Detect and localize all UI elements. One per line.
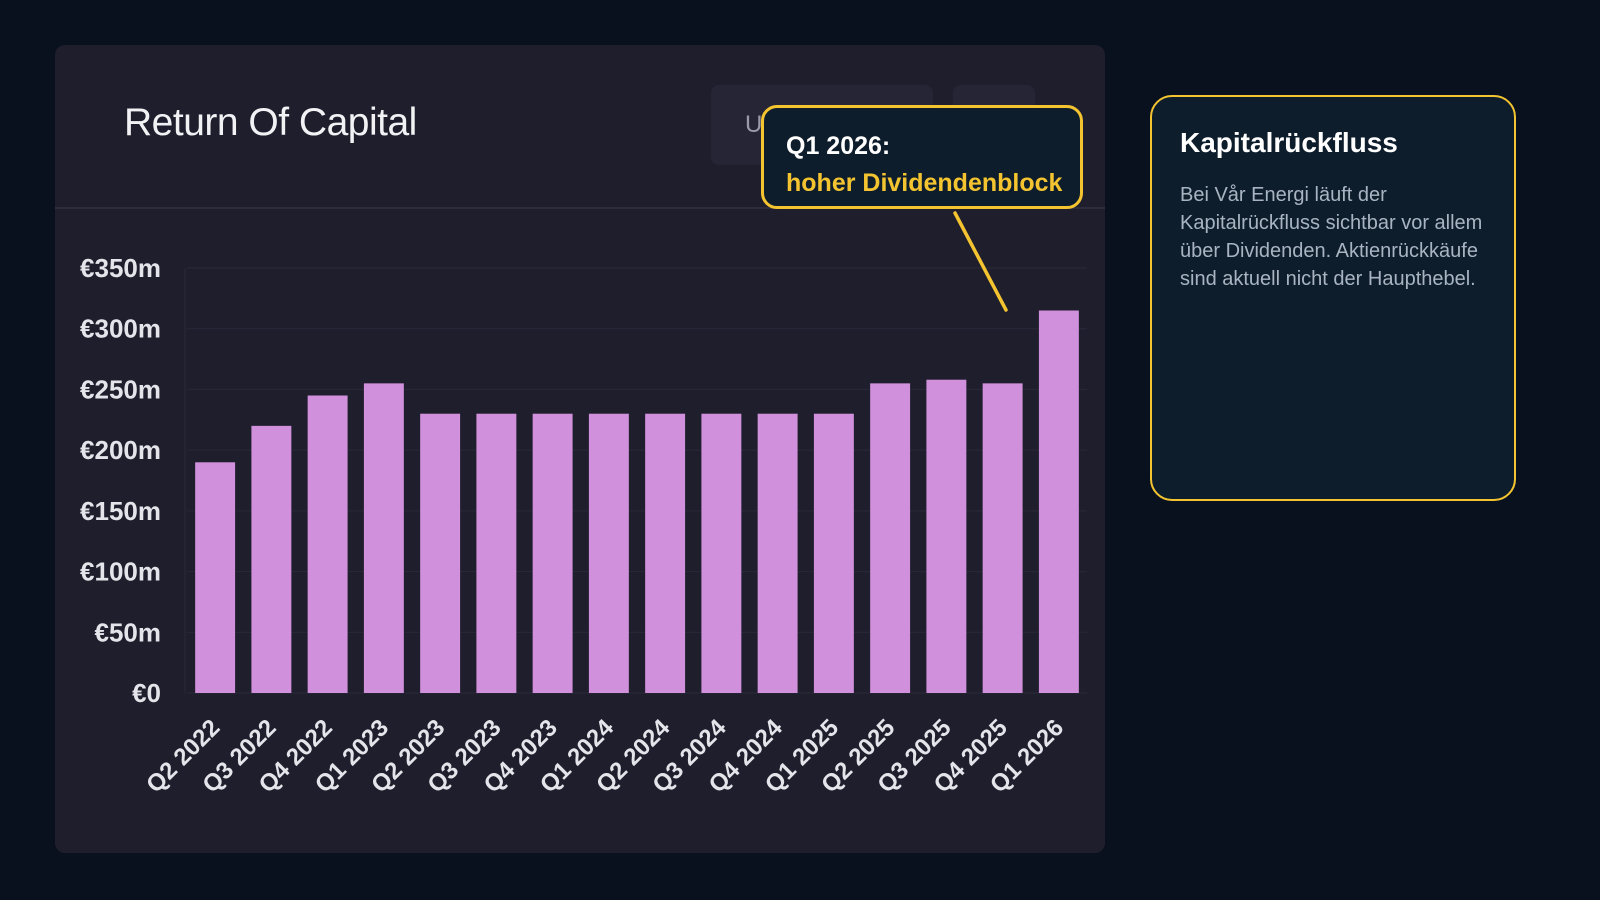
y-tick-label: €350m bbox=[80, 253, 161, 283]
y-tick-label: €250m bbox=[80, 374, 161, 404]
chart-callout: Q1 2026: hoher Dividendenblock bbox=[761, 105, 1083, 209]
y-tick-label: €0 bbox=[132, 678, 161, 708]
bar[interactable] bbox=[420, 413, 461, 693]
bar[interactable] bbox=[251, 425, 292, 693]
y-tick-label: €200m bbox=[80, 435, 161, 465]
bar[interactable] bbox=[813, 413, 854, 693]
bar[interactable] bbox=[532, 413, 573, 693]
info-text: Bei Vår Energi läuft der Kapitalrückflus… bbox=[1180, 184, 1483, 290]
info-box: Kapitalrückfluss Bei Vår Energi läuft de… bbox=[1150, 95, 1516, 501]
header-toggle-label: U bbox=[745, 111, 763, 138]
callout-highlight: hoher Dividendenblock bbox=[786, 169, 1063, 197]
y-tick-label: €50m bbox=[95, 617, 162, 647]
bar[interactable] bbox=[757, 413, 798, 693]
bar[interactable] bbox=[870, 383, 911, 693]
bar[interactable] bbox=[926, 379, 967, 693]
bar[interactable] bbox=[307, 395, 348, 694]
info-title: Kapitalrückfluss bbox=[1180, 127, 1398, 158]
y-tick-label: €100m bbox=[80, 557, 161, 587]
bar[interactable] bbox=[982, 383, 1023, 693]
bar[interactable] bbox=[645, 413, 686, 693]
bar[interactable] bbox=[195, 462, 236, 693]
bar[interactable] bbox=[363, 383, 404, 693]
bar[interactable] bbox=[588, 413, 629, 693]
callout-period: Q1 2026: bbox=[786, 132, 891, 160]
bar[interactable] bbox=[701, 413, 742, 693]
y-tick-label: €150m bbox=[80, 496, 161, 526]
bar[interactable] bbox=[1038, 310, 1079, 694]
bar[interactable] bbox=[476, 413, 517, 693]
card-title: Return Of Capital bbox=[124, 101, 417, 144]
y-tick-label: €300m bbox=[80, 314, 161, 344]
